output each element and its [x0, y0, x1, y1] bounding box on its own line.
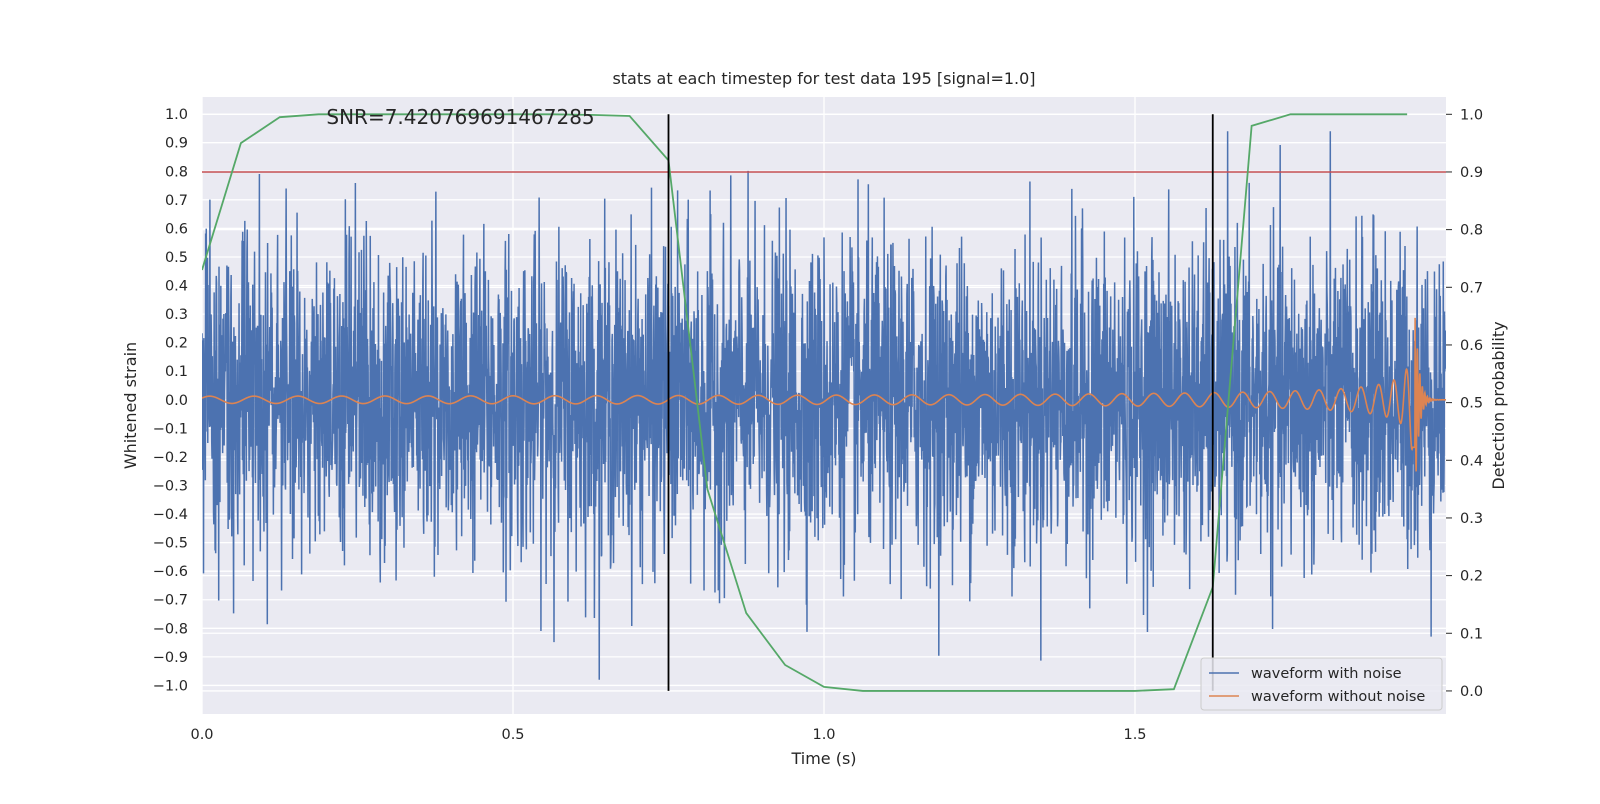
- y-left-tick-label: −0.1: [153, 421, 188, 437]
- series-layer: [202, 113, 1446, 692]
- y-left-tick-label: −0.6: [153, 564, 188, 580]
- y-left-tick-label: −0.8: [153, 621, 188, 637]
- series-waveform-without-noise: [202, 317, 1446, 472]
- axes: 0.0 0.5 1.0 1.5 −1.0 −0.9 −0.8 −0.7 −0.6 −0.5 −0.4…: [153, 107, 1483, 743]
- y-left-tick-label: −0.4: [153, 507, 188, 523]
- y-left-tick-label: 0.7: [165, 193, 188, 209]
- y-left-tick-label: −0.2: [153, 450, 188, 466]
- y-left-tick-label: 0.8: [165, 164, 188, 180]
- y-left-tick-label: 0.9: [165, 136, 188, 152]
- y-right-tick-label: 0.0: [1460, 684, 1483, 700]
- y-left-tick-label: 0.5: [165, 250, 188, 266]
- y-right-tick-label: 1.0: [1460, 107, 1483, 123]
- series-waveform-with-noise: [202, 131, 1446, 680]
- y-left-tick-label: 0.3: [165, 307, 188, 323]
- snr-annotation: SNR=7.420769691467285: [326, 105, 594, 129]
- series-detection-probability: [202, 113, 1408, 692]
- y-right-tick-label: 0.8: [1460, 223, 1483, 239]
- legend-box: [1200, 657, 1443, 711]
- y-right-tick-label: 0.1: [1460, 626, 1483, 642]
- y-right-tick-label: 0.3: [1460, 511, 1483, 527]
- legend: waveform with noise waveform without noi…: [1200, 657, 1443, 711]
- y-right-tick-label: 0.6: [1460, 338, 1483, 354]
- y-left-tick-label: 1.0: [165, 107, 188, 123]
- y-right-tick-label: 0.9: [1460, 165, 1483, 181]
- y-left-tick-label: −0.5: [153, 536, 188, 552]
- x-tick-label: 1.0: [812, 727, 835, 743]
- y-left-tick-label: 0.1: [165, 364, 188, 380]
- y-left-tick-label: −1.0: [153, 678, 188, 694]
- x-tick-label: 0.5: [501, 727, 524, 743]
- y-left-tick-label: −0.9: [153, 650, 188, 666]
- legend-label-noise: waveform with noise: [1251, 666, 1402, 682]
- y-right-tick-label: 0.2: [1460, 569, 1483, 585]
- legend-label-clean: waveform without noise: [1251, 689, 1425, 705]
- y-left-tick-label: 0.2: [165, 336, 188, 352]
- y-axis-label-left: Whitened strain: [121, 342, 140, 469]
- x-axis-label: Time (s): [790, 749, 856, 768]
- y-right-tick-label: 0.7: [1460, 280, 1483, 296]
- x-tick-label: 1.5: [1123, 727, 1146, 743]
- y-left-tick-label: 0.0: [165, 393, 188, 409]
- y-left-tick-label: 0.6: [165, 221, 188, 237]
- chart-title: stats at each timestep for test data 195…: [612, 69, 1035, 88]
- y-left-tick-label: −0.3: [153, 478, 188, 494]
- y-left-tick-label: −0.7: [153, 593, 188, 609]
- y-axis-label-right: Detection probability: [1489, 321, 1508, 489]
- x-tick-label: 0.0: [190, 727, 213, 743]
- y-right-tick-label: 0.4: [1460, 453, 1483, 469]
- y-right-tick-label: 0.5: [1460, 396, 1483, 412]
- y-left-tick-label: 0.4: [165, 279, 188, 295]
